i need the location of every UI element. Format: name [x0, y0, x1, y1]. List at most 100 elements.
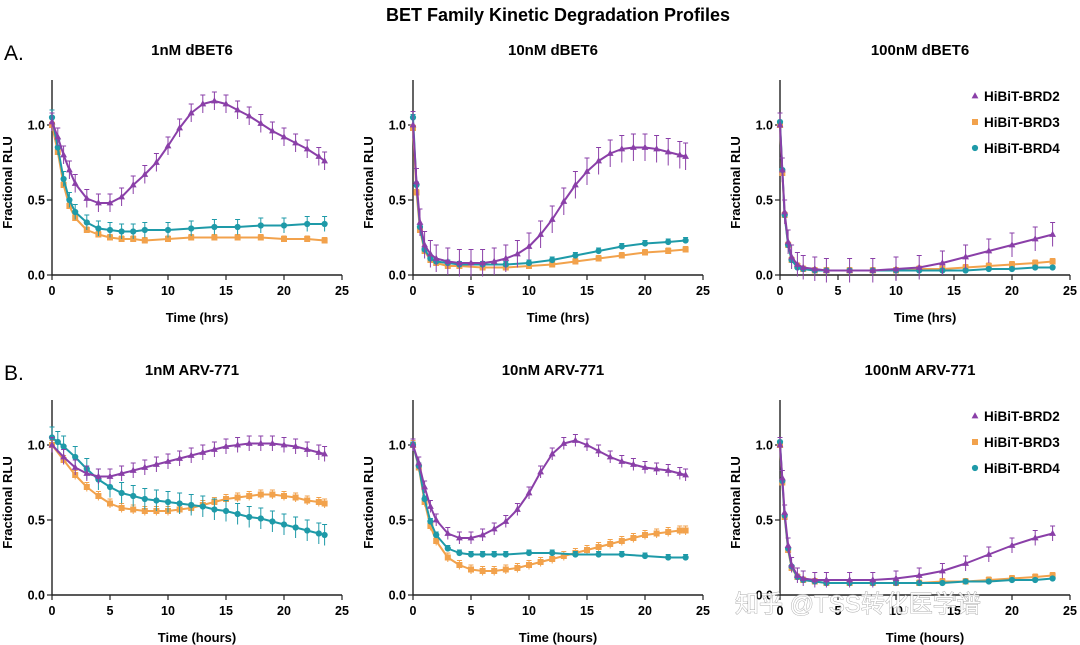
data-point	[962, 253, 969, 260]
data-point	[257, 439, 265, 446]
series-hibit-brd4	[48, 109, 328, 239]
data-point	[665, 238, 672, 246]
x-tick-label: 5	[468, 284, 475, 298]
x-axis-label: Time (hours)	[158, 630, 237, 645]
data-point	[549, 549, 556, 557]
data-point	[60, 443, 67, 450]
data-point	[665, 529, 672, 535]
x-tick-label: 20	[1005, 284, 1019, 298]
data-point	[444, 529, 452, 536]
data-point	[257, 491, 264, 498]
panel-title: 1nM dBET6	[151, 42, 233, 59]
data-point	[618, 457, 626, 464]
data-point	[223, 496, 229, 502]
data-point	[479, 568, 486, 574]
y-axis-label: Fractional RLU	[728, 456, 743, 548]
data-point	[211, 234, 218, 241]
data-point	[572, 551, 579, 558]
data-point	[892, 574, 900, 581]
x-axis-label: Time (hours)	[886, 630, 965, 645]
x-tick-label: 15	[219, 604, 233, 618]
data-point	[799, 574, 807, 581]
y-tick-label: 0.0	[28, 269, 45, 283]
legend-marker	[971, 144, 979, 152]
data-point	[222, 507, 230, 515]
data-point	[234, 510, 241, 518]
data-point	[54, 438, 61, 446]
data-point	[537, 230, 544, 237]
data-point	[303, 145, 311, 152]
x-tick-label: 5	[835, 604, 842, 618]
data-point	[664, 148, 672, 155]
data-point	[811, 265, 819, 272]
data-point	[141, 170, 149, 177]
data-point	[526, 562, 532, 568]
data-point	[71, 179, 79, 186]
data-point	[164, 498, 172, 506]
data-point	[682, 527, 689, 534]
data-point	[456, 534, 463, 541]
x-tick-label: 20	[277, 604, 291, 618]
data-point	[572, 258, 579, 265]
data-point	[234, 106, 241, 113]
legend-label: HiBiT-BRD3	[984, 435, 1060, 450]
data-point	[280, 521, 288, 528]
data-point	[776, 441, 784, 448]
y-tick-label: 1.0	[28, 119, 45, 133]
data-point	[234, 234, 241, 241]
x-tick-label: 15	[580, 284, 594, 298]
data-point	[321, 220, 328, 228]
data-point	[618, 538, 625, 544]
data-point	[421, 495, 428, 503]
data-point	[939, 579, 946, 587]
data-point	[514, 250, 521, 257]
data-point	[292, 524, 299, 531]
legend-marker	[971, 412, 979, 419]
x-tick-label: 0	[49, 284, 56, 298]
data-point	[560, 553, 567, 559]
data-point	[66, 196, 73, 204]
data-point	[188, 501, 195, 509]
data-point	[572, 181, 579, 188]
data-point	[1008, 541, 1016, 548]
data-point	[525, 489, 533, 496]
y-axis-label: Fractional RLU	[0, 456, 15, 548]
x-tick-label: 0	[410, 284, 417, 298]
data-point	[1008, 241, 1016, 248]
data-point	[514, 565, 521, 571]
data-point	[292, 139, 299, 146]
data-point	[129, 181, 137, 188]
data-point	[432, 254, 440, 261]
data-point	[234, 223, 241, 231]
data-point	[118, 469, 125, 476]
panel-title: 1nM ARV-771	[145, 362, 239, 379]
data-point	[106, 226, 114, 234]
data-point	[1032, 260, 1039, 266]
data-point	[129, 466, 137, 473]
data-point	[583, 167, 591, 174]
y-tick-label: 0.5	[28, 194, 45, 208]
data-point	[641, 463, 649, 470]
data-point	[846, 576, 853, 583]
data-point	[141, 495, 148, 503]
data-point	[502, 566, 509, 573]
data-point	[292, 442, 299, 449]
data-point	[95, 225, 102, 232]
data-point	[153, 460, 160, 467]
series-line	[51, 100, 326, 204]
data-point	[676, 151, 684, 158]
data-point	[548, 215, 556, 222]
data-point	[176, 454, 183, 461]
data-point	[321, 157, 328, 164]
data-point	[641, 552, 649, 560]
data-point	[985, 247, 993, 254]
data-point	[572, 252, 579, 259]
data-point	[525, 549, 533, 557]
data-point	[595, 247, 602, 255]
data-point	[118, 193, 125, 200]
data-point	[211, 97, 218, 104]
data-point	[641, 143, 649, 150]
legend-marker	[971, 464, 979, 472]
data-point	[846, 266, 853, 273]
data-point	[257, 234, 264, 241]
